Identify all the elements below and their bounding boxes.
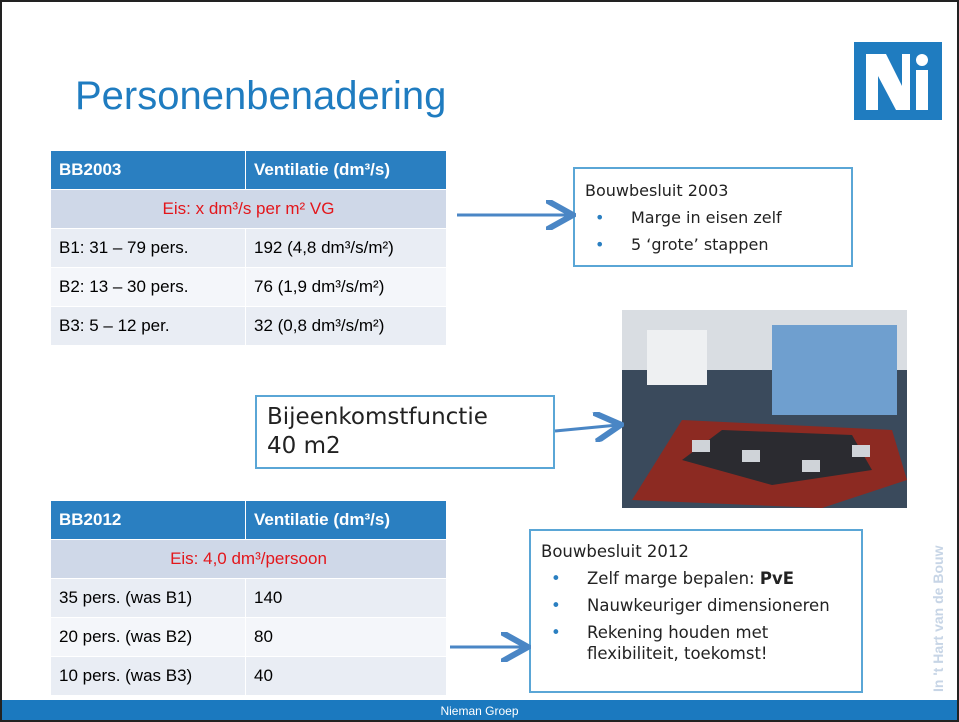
- box-2003: Bouwbesluit 2003 Marge in eisen zelf 5 ‘…: [573, 167, 853, 267]
- bullet-text: Zelf marge bepalen:: [587, 569, 760, 588]
- box-title: Bouwbesluit 2012: [541, 538, 851, 565]
- meeting-room-photo: [622, 310, 907, 508]
- box-title: Bouwbesluit 2003: [585, 177, 841, 204]
- header-cell: Ventilatie (dm³/s): [246, 151, 447, 190]
- cell: 192 (4,8 dm³/s/m²): [246, 229, 447, 268]
- bullet-line: Rekening houden met: [587, 622, 851, 643]
- footer: Nieman Groep: [2, 700, 957, 720]
- bullet-line: flexibiliteit, toekomst!: [587, 643, 851, 664]
- arrow: [555, 425, 618, 431]
- requirement: Eis: x dm³/s per m² VG: [51, 190, 447, 229]
- bullet: Zelf marge bepalen: PvE: [541, 565, 851, 592]
- cell: 10 pers. (was B3): [51, 657, 246, 696]
- header-cell: BB2012: [51, 501, 246, 540]
- function-line: Bijeenkomstfunctie: [267, 403, 543, 432]
- header-cell: Ventilatie (dm³/s): [246, 501, 447, 540]
- function-line: 40 m2: [267, 432, 543, 461]
- function-box: Bijeenkomstfunctie 40 m2: [255, 395, 555, 469]
- cell: 32 (0,8 dm³/s/m²): [246, 307, 447, 346]
- cell: 140: [246, 579, 447, 618]
- cell: 80: [246, 618, 447, 657]
- bullet-bold: PvE: [760, 569, 794, 588]
- cell: 76 (1,9 dm³/s/m²): [246, 268, 447, 307]
- slide-title: Personenbenadering: [75, 74, 446, 119]
- cell: 20 pers. (was B2): [51, 618, 246, 657]
- requirement: Eis: 4,0 dm³/persoon: [51, 540, 447, 579]
- header-cell: BB2003: [51, 151, 246, 190]
- slide: Personenbenadering BB2003Ventilatie (dm³…: [0, 0, 959, 722]
- cell: B3: 5 – 12 per.: [51, 307, 246, 346]
- bullet: Marge in eisen zelf: [585, 204, 841, 231]
- box-2012: Bouwbesluit 2012 Zelf marge bepalen: PvE…: [529, 529, 863, 693]
- cell: B1: 31 – 79 pers.: [51, 229, 246, 268]
- cell: B2: 13 – 30 pers.: [51, 268, 246, 307]
- bullet: Nauwkeuriger dimensioneren: [541, 592, 851, 619]
- cell: 40: [246, 657, 447, 696]
- side-slogan: In 't Hart van de Bouw: [930, 546, 946, 692]
- logo: [852, 40, 944, 122]
- bullet: 5 ‘grote’ stappen: [585, 231, 841, 258]
- cell: 35 pers. (was B1): [51, 579, 246, 618]
